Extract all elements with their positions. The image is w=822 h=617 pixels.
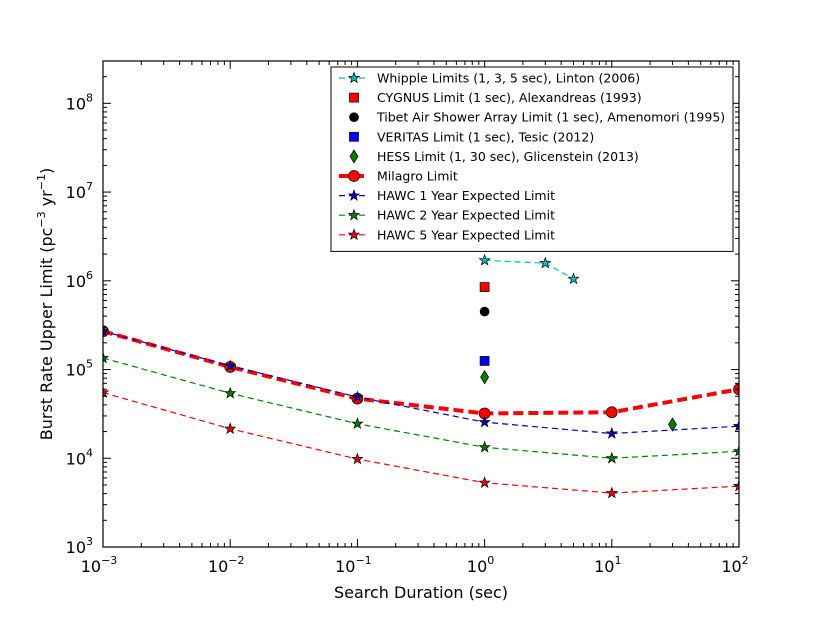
- x-axis-label: Search Duration (sec): [334, 583, 508, 602]
- legend-entry: Tibet Air Shower Array Limit (1 sec), Am…: [349, 110, 725, 125]
- data-point: [668, 417, 677, 432]
- y-axis-label-exp1: −3: [35, 211, 48, 227]
- legend-entry: HAWC 1 Year Expected Limit: [339, 188, 555, 203]
- legend-label: HESS Limit (1, 30 sec), Glicenstein (201…: [377, 149, 639, 164]
- y-axis-label-prefix: Burst Rate Upper Limit (pc: [37, 228, 56, 441]
- plot-area: [103, 253, 739, 499]
- x-tick-label: 101: [594, 554, 621, 576]
- x-tick-label: 10−1: [335, 554, 372, 576]
- data-point: [605, 451, 619, 464]
- axis-ticks: [102, 60, 740, 548]
- legend-marker: [349, 131, 359, 142]
- data-point: [732, 479, 739, 492]
- legend-label: Tibet Air Shower Array Limit (1 sec), Am…: [376, 110, 725, 125]
- legend-entry: Whipple Limits (1, 3, 5 sec), Linton (20…: [339, 71, 640, 86]
- series-2: [479, 306, 490, 317]
- y-tick-label: 106: [66, 269, 93, 291]
- data-point: [605, 426, 619, 439]
- x-tick-label: 100: [467, 554, 494, 576]
- series-7: [103, 351, 739, 464]
- legend-label: CYGNUS Limit (1 sec), Alexandreas (1993): [377, 90, 642, 105]
- series-1: [479, 282, 490, 292]
- series-6: [103, 324, 739, 439]
- data-point: [223, 386, 237, 399]
- data-point: [478, 440, 491, 453]
- data-point: [732, 444, 739, 457]
- legend-marker: [349, 92, 359, 103]
- series-3: [479, 356, 490, 366]
- legend-marker: [347, 71, 361, 84]
- legend-label: HAWC 2 Year Expected Limit: [377, 208, 555, 223]
- legend-entry: Milagro Limit: [339, 169, 458, 184]
- y-axis-label: Burst Rate Upper Limit (pc−3 yr−1): [35, 168, 56, 440]
- x-tick-label: 10−3: [81, 554, 118, 576]
- series-line: [103, 357, 739, 459]
- y-tick-label: 108: [66, 91, 93, 113]
- data-point: [539, 256, 552, 269]
- legend-entry: HAWC 5 Year Expected Limit: [339, 227, 555, 242]
- legend-marker: [349, 112, 359, 123]
- legend-label: HAWC 1 Year Expected Limit: [377, 188, 555, 203]
- legend: Whipple Limits (1, 3, 5 sec), Linton (20…: [330, 66, 734, 252]
- y-axis-label-middle: yr: [37, 190, 56, 212]
- data-point: [478, 476, 491, 489]
- legend-box: [330, 66, 734, 252]
- y-tick-label: 104: [66, 446, 93, 468]
- legend-label: Whipple Limits (1, 3, 5 sec), Linton (20…: [377, 71, 640, 86]
- data-point: [479, 356, 490, 366]
- legend-marker: [347, 228, 361, 241]
- data-point: [351, 390, 364, 403]
- y-tick-label: 103: [66, 535, 93, 557]
- legend-marker: [347, 189, 361, 201]
- legend-marker: [347, 208, 361, 221]
- data-point: [479, 282, 490, 292]
- data-point: [223, 422, 237, 435]
- y-axis-label-suffix: ): [37, 168, 56, 174]
- data-point: [103, 324, 110, 337]
- x-tick-label: 10−2: [208, 554, 245, 576]
- data-point: [567, 272, 580, 285]
- data-point: [103, 351, 110, 364]
- data-point: [478, 415, 491, 428]
- legend-label: VERITAS Limit (1 sec), Tesic (2012): [377, 129, 594, 144]
- data-point: [351, 417, 364, 430]
- series-4: [480, 370, 677, 432]
- legend-entry: CYGNUS Limit (1 sec), Alexandreas (1993): [349, 90, 642, 105]
- series-line: [103, 330, 739, 435]
- x-tick-label: 102: [721, 554, 748, 576]
- data-point: [223, 359, 237, 372]
- data-point: [480, 370, 490, 385]
- legend-entry: VERITAS Limit (1 sec), Tesic (2012): [349, 129, 594, 144]
- y-tick-label: 105: [66, 358, 93, 380]
- series-line: [103, 391, 739, 494]
- data-point: [605, 406, 618, 419]
- y-tick-label: 107: [66, 180, 93, 202]
- series-line: [103, 329, 739, 416]
- legend-entry: HESS Limit (1, 30 sec), Glicenstein (201…: [349, 149, 639, 164]
- y-axis-label-exp2: −1: [35, 174, 48, 190]
- data-point: [605, 486, 619, 499]
- axis-tick-labels: 10−3 10−2 10−1 100 101 102 103 104 105 106 107 108: [66, 91, 749, 576]
- data-point: [479, 306, 490, 317]
- legend-marker: [349, 149, 359, 164]
- series-0: [478, 253, 580, 285]
- data-point: [478, 253, 491, 266]
- legend-label: HAWC 5 Year Expected Limit: [377, 227, 555, 242]
- legend-label: Milagro Limit: [377, 169, 458, 184]
- data-point: [351, 452, 364, 465]
- plot-frame: [102, 60, 740, 548]
- data-point: [103, 386, 110, 398]
- legend-entry: HAWC 2 Year Expected Limit: [339, 208, 555, 223]
- series-8: [103, 386, 739, 499]
- legend-marker: [348, 170, 360, 182]
- data-point: [732, 419, 739, 432]
